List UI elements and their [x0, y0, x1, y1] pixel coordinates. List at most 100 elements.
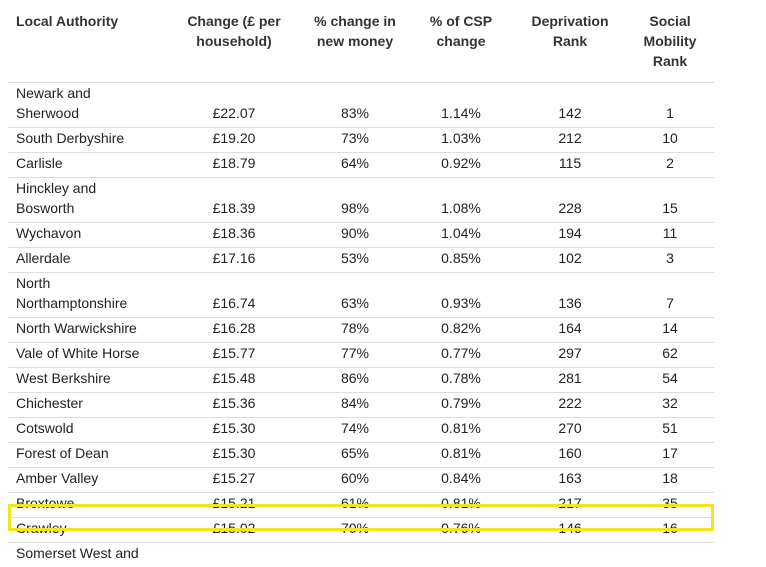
table-cell: 98% — [302, 178, 408, 223]
cell-text: 60% — [306, 468, 404, 488]
cell-text: £18.79 — [170, 153, 298, 173]
cell-text: Cotswold — [16, 418, 162, 438]
table-cell: 1.14% — [408, 83, 514, 128]
column-header: Social Mobility Rank — [626, 0, 714, 83]
cell-text: £15.30 — [170, 418, 298, 438]
cell-text: 0.78% — [412, 368, 510, 388]
table-cell: 3 — [626, 248, 714, 273]
cell-text: 164 — [518, 318, 622, 338]
cell-text: 11 — [630, 223, 710, 243]
cell-text: 35 — [630, 493, 710, 513]
cell-text: 163 — [518, 468, 622, 488]
cell-text: Forest of Dean — [16, 443, 162, 463]
cell-text: 1.14% — [412, 103, 510, 123]
table-cell: 217 — [514, 493, 626, 518]
cell-text: 1.08% — [412, 198, 510, 218]
table-cell: 0.92% — [408, 153, 514, 178]
cell-text: Carlisle — [16, 153, 162, 173]
cell-text: Somerset West and — [16, 543, 710, 563]
cell-text: 0.85% — [412, 248, 510, 268]
cell-text: 281 — [518, 368, 622, 388]
cell-text: 0.81% — [412, 443, 510, 463]
authority-name: Allerdale — [8, 248, 166, 273]
cell-text: 228 — [518, 198, 622, 218]
table-cell: 228 — [514, 178, 626, 223]
cell-text: Amber Valley — [16, 468, 162, 488]
cell-text: £15.77 — [170, 343, 298, 363]
authority-name: Broxtowe — [8, 493, 166, 518]
table-cell: 35 — [626, 493, 714, 518]
cell-text: 136 — [518, 293, 622, 313]
cell-text: 84% — [306, 393, 404, 413]
table-cell: 15 — [626, 178, 714, 223]
cell-text: 0.79% — [412, 393, 510, 413]
table-cell: £15.27 — [166, 468, 302, 493]
cell-text: 3 — [630, 248, 710, 268]
table-cell: £15.30 — [166, 443, 302, 468]
cell-text: 270 — [518, 418, 622, 438]
cell-text: Crawley — [16, 518, 162, 538]
cell-text: 2 — [630, 153, 710, 173]
cell-text: South Derbyshire — [16, 128, 162, 148]
cell-text: 217 — [518, 493, 622, 513]
table-cell: 73% — [302, 128, 408, 153]
cell-text: 0.81% — [412, 493, 510, 513]
table-cell: 270 — [514, 418, 626, 443]
authority-name: Hinckley and Bosworth — [8, 178, 166, 223]
authority-name: Newark and Sherwood — [8, 83, 166, 128]
cell-text: 74% — [306, 418, 404, 438]
table-cell: 74% — [302, 418, 408, 443]
table-cell: 14 — [626, 318, 714, 343]
table-cell: 0.81% — [408, 418, 514, 443]
cell-text: Hinckley and Bosworth — [16, 178, 126, 218]
authority-name: Somerset West and — [8, 543, 714, 567]
cell-text: 18 — [630, 468, 710, 488]
cell-text: Allerdale — [16, 248, 162, 268]
table-cell: 0.84% — [408, 468, 514, 493]
table-cell: 160 — [514, 443, 626, 468]
cell-text: 1 — [630, 103, 710, 123]
cell-text: £15.36 — [170, 393, 298, 413]
table-cell: 1.08% — [408, 178, 514, 223]
cell-text: Newark and Sherwood — [16, 83, 126, 123]
cell-text: 90% — [306, 223, 404, 243]
authority-name: North Northamptonshire — [8, 273, 166, 318]
table-cell: 90% — [302, 223, 408, 248]
cell-text: £15.30 — [170, 443, 298, 463]
table-cell: 142 — [514, 83, 626, 128]
table-cell: 60% — [302, 468, 408, 493]
table-cell: 0.85% — [408, 248, 514, 273]
table-cell: 164 — [514, 318, 626, 343]
table-cell: £16.74 — [166, 273, 302, 318]
table-cell: 17 — [626, 443, 714, 468]
table-cell: £18.39 — [166, 178, 302, 223]
cell-text: £18.36 — [170, 223, 298, 243]
table-cell: 136 — [514, 273, 626, 318]
authority-name: South Derbyshire — [8, 128, 166, 153]
cell-text: 15 — [630, 198, 710, 218]
cell-text: 65% — [306, 443, 404, 463]
column-header: Deprivation Rank — [514, 0, 626, 83]
cell-text: 0.84% — [412, 468, 510, 488]
cell-text: 160 — [518, 443, 622, 463]
cell-text: 0.77% — [412, 343, 510, 363]
table-cell: £15.36 — [166, 393, 302, 418]
cell-text: £15.48 — [170, 368, 298, 388]
table-cell: 115 — [514, 153, 626, 178]
table-cell: 0.79% — [408, 393, 514, 418]
table-cell: 11 — [626, 223, 714, 248]
table-cell: 0.82% — [408, 318, 514, 343]
table-row: Somerset West and — [8, 543, 714, 567]
cell-text: £16.28 — [170, 318, 298, 338]
cell-text: 78% — [306, 318, 404, 338]
cell-text: 0.76% — [412, 518, 510, 538]
